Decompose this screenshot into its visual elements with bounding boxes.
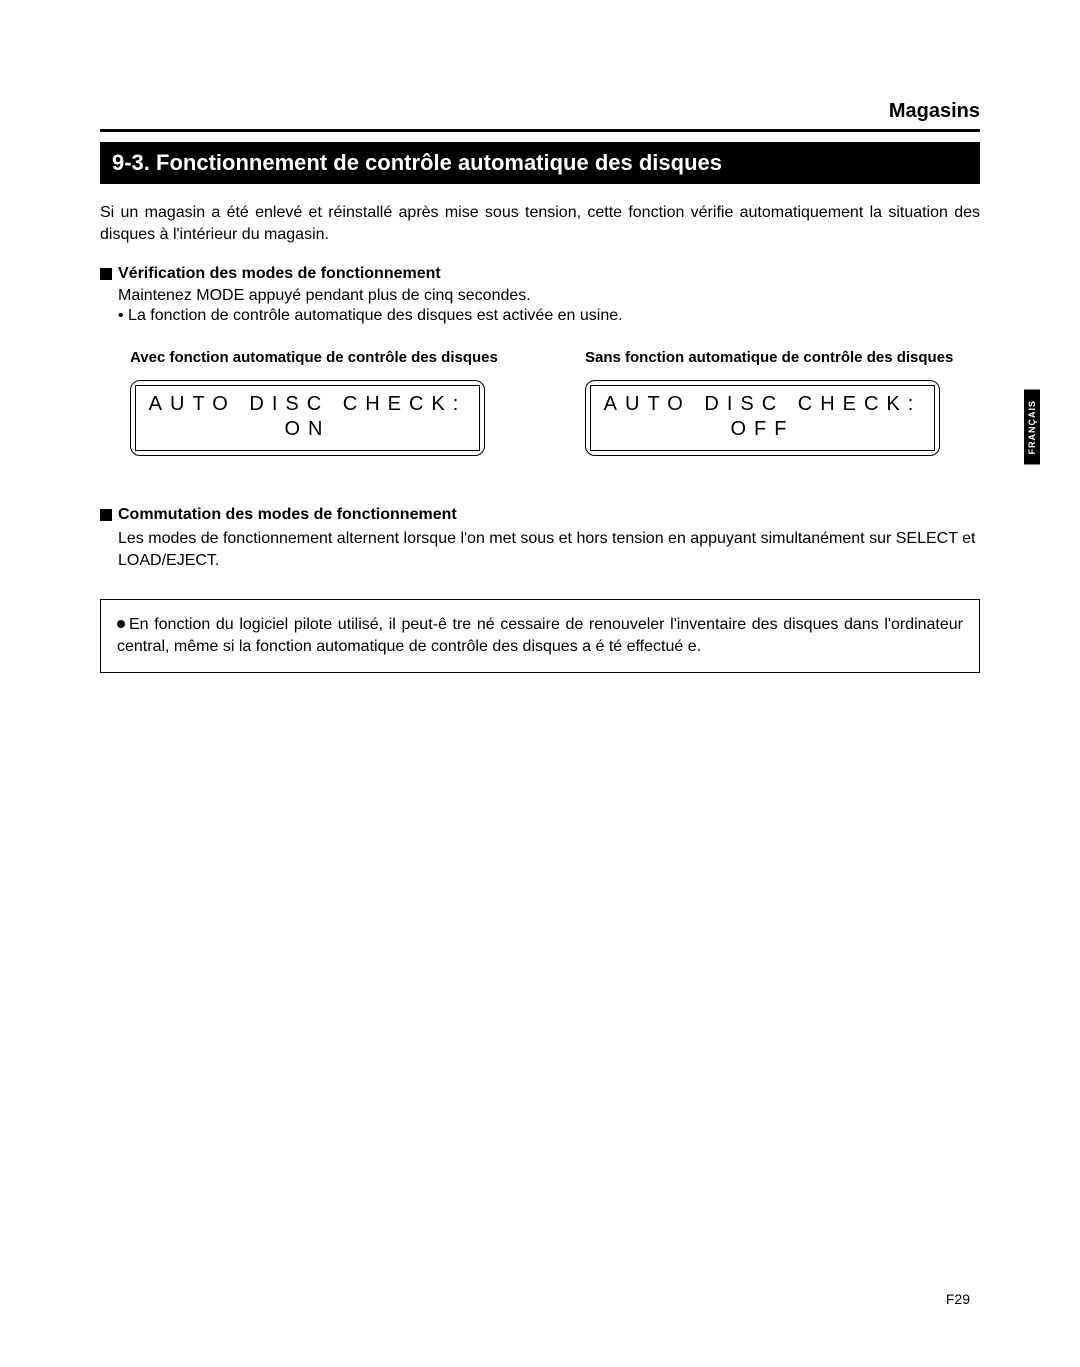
verify-heading-text: Vérification des modes de fonctionnement	[118, 265, 441, 283]
lcd-on-line1: AUTO DISC CHECK:	[140, 392, 475, 417]
category-header: Magasins	[100, 100, 980, 129]
lcd-on-caption: Avec fonction automatique de contrôle de…	[130, 349, 525, 366]
manual-page: Magasins 9-3. Fonctionnement de contrôle…	[100, 100, 980, 673]
intro-paragraph: Si un magasin a été enlevé et réinstallé…	[100, 202, 980, 245]
section-title: Fonctionnement de contrôle automatique d…	[156, 150, 722, 175]
switch-heading: Commutation des modes de fonctionnement	[100, 506, 980, 524]
note-bullet-icon	[117, 620, 125, 628]
lcd-on-frame: AUTO DISC CHECK: ON	[130, 380, 485, 456]
lcd-off-line1: AUTO DISC CHECK:	[595, 392, 930, 417]
lcd-off-frame: AUTO DISC CHECK: OFF	[585, 380, 940, 456]
lcd-display-row: Avec fonction automatique de contrôle de…	[130, 349, 980, 456]
square-bullet-icon	[100, 268, 112, 280]
verify-heading: Vérification des modes de fonctionnement	[100, 265, 980, 283]
verify-line-1: Maintenez MODE appuyé pendant plus de ci…	[118, 287, 980, 305]
section-title-bar: 9-3. Fonctionnement de contrôle automati…	[100, 142, 980, 184]
switch-body: Les modes de fonctionnement alternent lo…	[118, 528, 980, 571]
switch-heading-text: Commutation des modes de fonctionnement	[118, 506, 457, 524]
note-text: En fonction du logiciel pilote utilisé, …	[117, 616, 963, 655]
lcd-on-column: Avec fonction automatique de contrôle de…	[130, 349, 525, 456]
section-number: 9-3.	[112, 150, 150, 175]
switch-block: Commutation des modes de fonctionnement …	[100, 506, 980, 571]
lcd-on-screen: AUTO DISC CHECK: ON	[135, 385, 480, 451]
verify-block: Vérification des modes de fonctionnement…	[100, 265, 980, 325]
language-tab: FRANÇAIS	[1024, 390, 1040, 465]
lcd-off-caption: Sans fonction automatique de contrôle de…	[585, 349, 980, 366]
page-number: F29	[946, 1291, 970, 1307]
lcd-off-line2: OFF	[595, 417, 930, 442]
square-bullet-icon	[100, 509, 112, 521]
header-rule	[100, 129, 980, 132]
lcd-off-screen: AUTO DISC CHECK: OFF	[590, 385, 935, 451]
verify-bullet: • La fonction de contrôle automatique de…	[118, 307, 980, 325]
lcd-off-column: Sans fonction automatique de contrôle de…	[585, 349, 980, 456]
lcd-on-line2: ON	[140, 417, 475, 442]
note-box: En fonction du logiciel pilote utilisé, …	[100, 599, 980, 672]
